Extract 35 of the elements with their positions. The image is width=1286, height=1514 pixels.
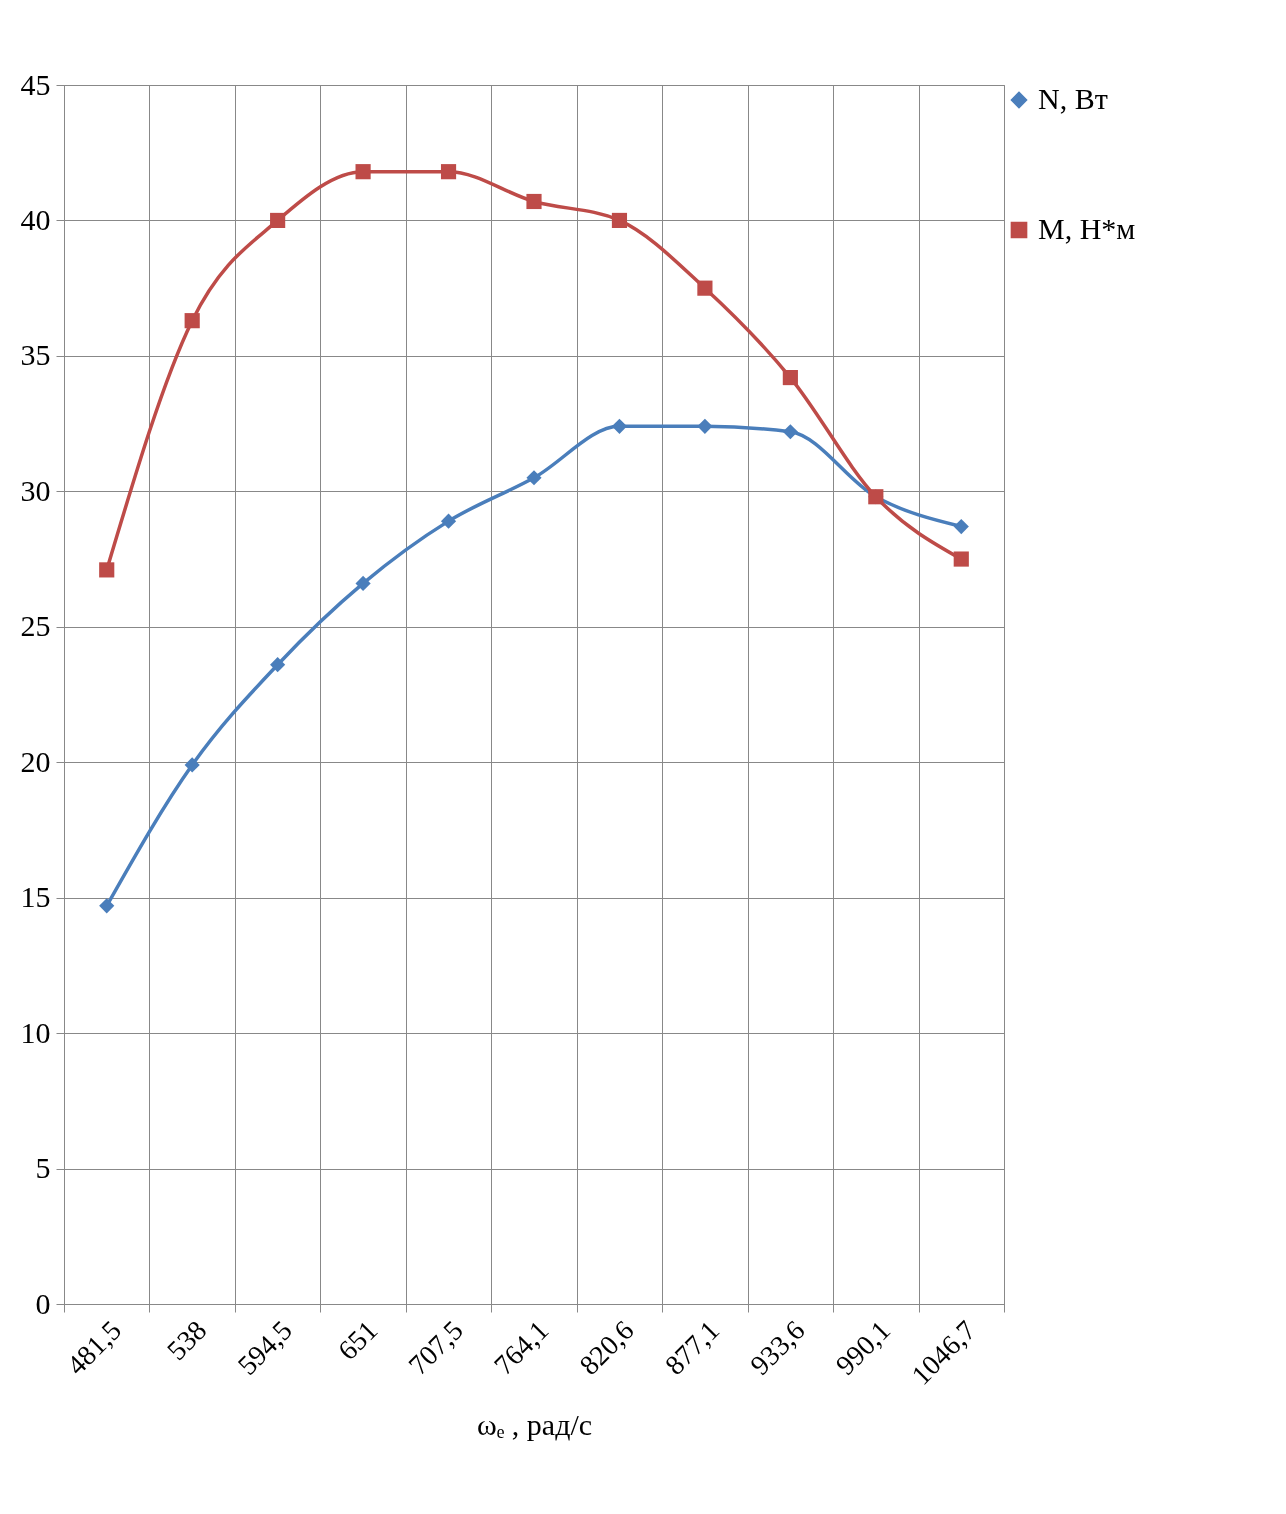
point (184, 757, 200, 773)
point (355, 164, 371, 180)
y-tick-label: 25 (20, 609, 51, 643)
point (782, 369, 798, 386)
y-tick-label: 10 (20, 1015, 51, 1049)
point (270, 657, 286, 673)
x-tick-label: 538 (160, 1314, 213, 1366)
point (440, 164, 457, 180)
point (697, 418, 713, 434)
legend-label: M, Н*м (1038, 212, 1136, 245)
y-tick-label: 45 (20, 67, 51, 101)
point (99, 898, 115, 914)
point (270, 212, 286, 229)
y-tick-label: 5 (35, 1151, 51, 1185)
point (99, 562, 115, 578)
legend-label: N, Вт (1038, 82, 1108, 115)
x-axis-title: ωₑ , рад/с (476, 1407, 593, 1441)
point (611, 418, 628, 434)
y-tick-label: 40 (20, 202, 51, 236)
y-tick-label: 35 (20, 338, 51, 372)
point (782, 424, 798, 440)
point (611, 212, 628, 229)
point (526, 193, 542, 210)
point (953, 551, 969, 567)
x-tick-label: 651 (331, 1314, 384, 1366)
point (184, 313, 200, 329)
y-tick-label: 20 (20, 744, 51, 778)
point (953, 518, 969, 535)
y-tick-label: 0 (35, 1286, 51, 1320)
point (697, 280, 713, 296)
point (526, 470, 542, 486)
point (355, 575, 371, 592)
y-tick-label: 30 (20, 473, 51, 507)
point (440, 513, 457, 529)
y-tick-label: 15 (20, 880, 51, 914)
